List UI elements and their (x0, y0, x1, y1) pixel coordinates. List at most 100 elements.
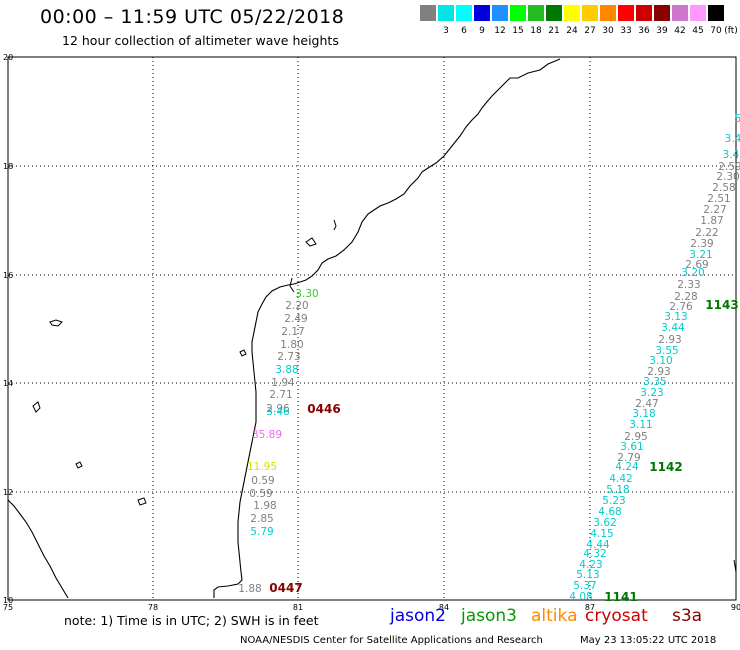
legend-swatch (510, 5, 526, 21)
legend-label: 6 (461, 26, 467, 36)
wave-height-value: 3.13 (664, 311, 687, 323)
pass-time-label: 1142 (649, 460, 682, 474)
map-frame (7, 56, 737, 601)
wave-height-value: 5.23 (602, 495, 625, 507)
pass-time-label: 0446 (307, 402, 340, 416)
wave-height-value: 11.95 (247, 461, 277, 473)
wave-height-value: 3.18 (632, 408, 655, 420)
wave-height-value: 2.30 (716, 171, 739, 183)
legend-label: 36 (638, 26, 650, 36)
legend-label: 30 (602, 26, 614, 36)
legend-swatch (600, 5, 616, 21)
legend-label: 33 (620, 26, 632, 36)
island (137, 497, 147, 506)
wave-height-value: 4.15 (590, 528, 613, 540)
legend-swatch (708, 5, 724, 21)
wave-height-value: 1.88 (238, 583, 261, 595)
wave-height-value: 5.79 (250, 526, 273, 538)
wave-height-value: 2.96 (266, 403, 290, 415)
wave-height-value: 5.13 (576, 569, 599, 581)
lon-tick-label: 84 (439, 603, 449, 612)
wave-height-value: 2.58 (712, 182, 735, 194)
wave-height-value: 4.68 (598, 506, 621, 518)
wave-height-value: 2.22 (695, 227, 718, 239)
legend-swatch (690, 5, 706, 21)
legend-label: 3 (443, 26, 449, 36)
wave-height-value: 3.46 (266, 406, 290, 418)
lon-tick-label: 87 (585, 603, 595, 612)
wave-height-value: 3.10 (649, 355, 672, 367)
wave-height-value: 2.69 (685, 259, 708, 271)
lon-tick-label: 78 (148, 603, 158, 612)
lat-tick-label: 16 (3, 271, 13, 280)
mission-cryosat: cryosat (585, 606, 648, 626)
wave-height-value: 2.59 (718, 161, 740, 173)
legend-swatch (636, 5, 652, 21)
wave-height-value: 2.85 (250, 513, 273, 525)
mission-s3a: s3a (672, 606, 703, 626)
legend-label: 39 (656, 26, 668, 36)
track-coastal: 3.302.202.492.171.802.733.881.942.71 2.96… (238, 288, 318, 595)
legend-swatch (582, 5, 598, 21)
wave-height-value: 3.55 (655, 345, 678, 357)
wave-height-value: 4.42 (609, 473, 632, 485)
wave-height-value: 4.08 (569, 591, 592, 603)
wave-height-value: 3.23 (640, 387, 663, 399)
wave-height-value: 2.73 (277, 351, 300, 363)
pass-times: 0446 0447 1143 1142 1141 (269, 298, 738, 604)
legend-label: 9 (479, 26, 485, 36)
wave-height-value: 3.4 (723, 149, 740, 161)
legend-label: 21 (548, 26, 560, 36)
lat-tick-label: 14 (3, 379, 13, 388)
island (733, 559, 737, 573)
wave-height-value: 3.44 (661, 322, 685, 334)
legend-swatch (438, 5, 454, 21)
mission-jason2: jason2 (390, 606, 446, 626)
wave-height-value: 2.39 (690, 238, 713, 250)
lat-tick-label: 10 (3, 596, 13, 605)
legend-swatch (456, 5, 472, 21)
legend-swatch (672, 5, 688, 21)
wave-height-value: 1.94 (271, 377, 295, 389)
legend-swatch (474, 5, 490, 21)
legend-swatch (654, 5, 670, 21)
axis-labels: 75 78 81 84 87 90 10 12 14 16 18 20 (3, 53, 740, 612)
wave-height-value: 2.49 (284, 313, 307, 325)
grid-lines (8, 57, 736, 600)
wave-height-value: 3.30 (295, 288, 318, 300)
wave-height-value: 4.24 (615, 461, 639, 473)
island (239, 349, 247, 357)
wave-height-value: 4.32 (583, 548, 606, 560)
footer-credit: NOAA/NESDIS Center for Satellite Applica… (240, 635, 543, 646)
wave-height-value: 0.59 (249, 488, 272, 500)
wave-height-value: 2.20 (285, 300, 308, 312)
legend-swatch (528, 5, 544, 21)
wave-height-value: 2.27 (703, 204, 726, 216)
lon-tick-label: 75 (3, 603, 13, 612)
island (289, 277, 295, 293)
wave-height-value: 3.88 (275, 364, 298, 376)
wave-height-value: 1.98 (253, 500, 276, 512)
legend-swatch (564, 5, 580, 21)
wave-height-value: 4.44 (586, 539, 610, 551)
island (305, 237, 317, 247)
coastline-southwest (7, 499, 69, 599)
wave-height-value: 4.23 (579, 559, 602, 571)
pass-time-label: 0447 (269, 581, 302, 595)
wave-height-value: 2.17 (281, 326, 304, 338)
lat-tick-label: 18 (3, 162, 13, 171)
legend-label: 70 (710, 26, 722, 36)
island (75, 461, 83, 469)
pass-time-label: 1143 (705, 298, 738, 312)
wave-height-value: 5.37 (573, 580, 596, 592)
wave-height-value: 2.93 (658, 334, 681, 346)
wave-height-value: 35.89 (252, 429, 282, 441)
legend-label: 15 (512, 26, 524, 36)
lat-tick-label: 12 (3, 488, 13, 497)
legend-label: 12 (494, 26, 506, 36)
legend-label: 24 (566, 26, 578, 36)
lon-tick-label: 81 (293, 603, 303, 612)
track-offshore: 53.43.42.592.302.582.512.271.872.222.392… (569, 113, 740, 603)
legend-swatch (618, 5, 634, 21)
